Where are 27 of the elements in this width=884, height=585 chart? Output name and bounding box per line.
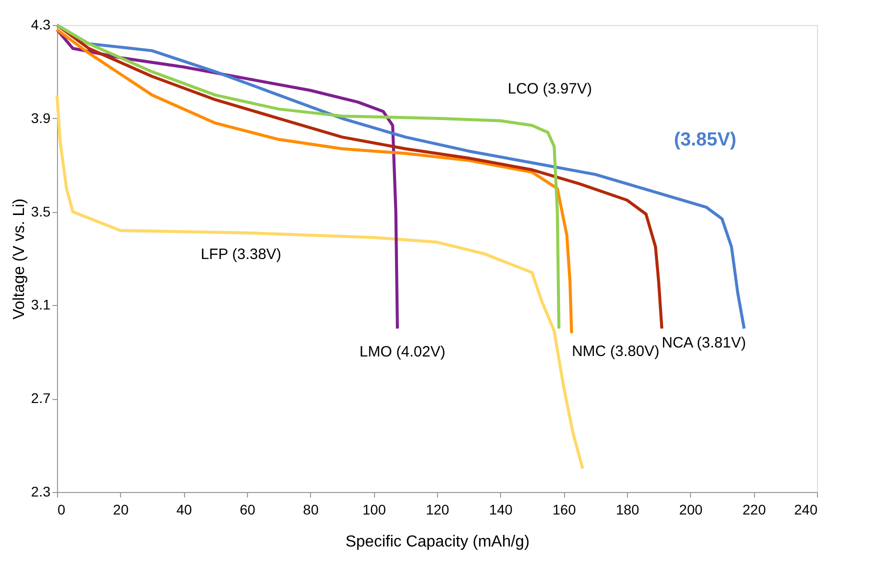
x-axis-title: Specific Capacity (mAh/g)	[345, 534, 530, 550]
series-label: LFP (3.38V)	[200, 246, 282, 263]
y-axis-title: Voltage (V vs. Li)	[11, 198, 28, 320]
series-label: LMO (4.02V)	[359, 344, 446, 361]
y-tick-label: 2.3	[31, 484, 51, 500]
y-tick-label: 3.9	[31, 110, 51, 126]
x-tick-label: 0	[58, 502, 66, 518]
x-tick-label: 40	[176, 502, 192, 518]
y-tick-label: 3.1	[31, 296, 51, 313]
y-tick-label: 3.5	[31, 203, 51, 220]
text: (3.85V)	[674, 130, 736, 151]
x-tick-label: 140	[489, 502, 513, 518]
series-label: NCA (3.81V)	[662, 334, 746, 352]
x-tick-label: 200	[679, 502, 703, 518]
x-tick-label: 80	[303, 502, 319, 518]
x-tick-label: 220	[742, 502, 766, 518]
x-tick-label: 60	[240, 502, 256, 518]
y-tick-label: 2.7	[31, 390, 51, 406]
x-tick-label: 240	[794, 502, 818, 518]
y-tick-label: 4.3	[31, 16, 51, 32]
series-label: NMC (3.80V)	[572, 343, 660, 360]
x-tick-label: 20	[113, 502, 129, 518]
x-tick-label: 180	[616, 502, 640, 518]
x-tick-label: 100	[362, 502, 386, 518]
x-tick-label: 120	[426, 502, 450, 518]
x-tick-label: 160	[552, 502, 576, 518]
series-label: LCO (3.97V)	[508, 80, 592, 98]
